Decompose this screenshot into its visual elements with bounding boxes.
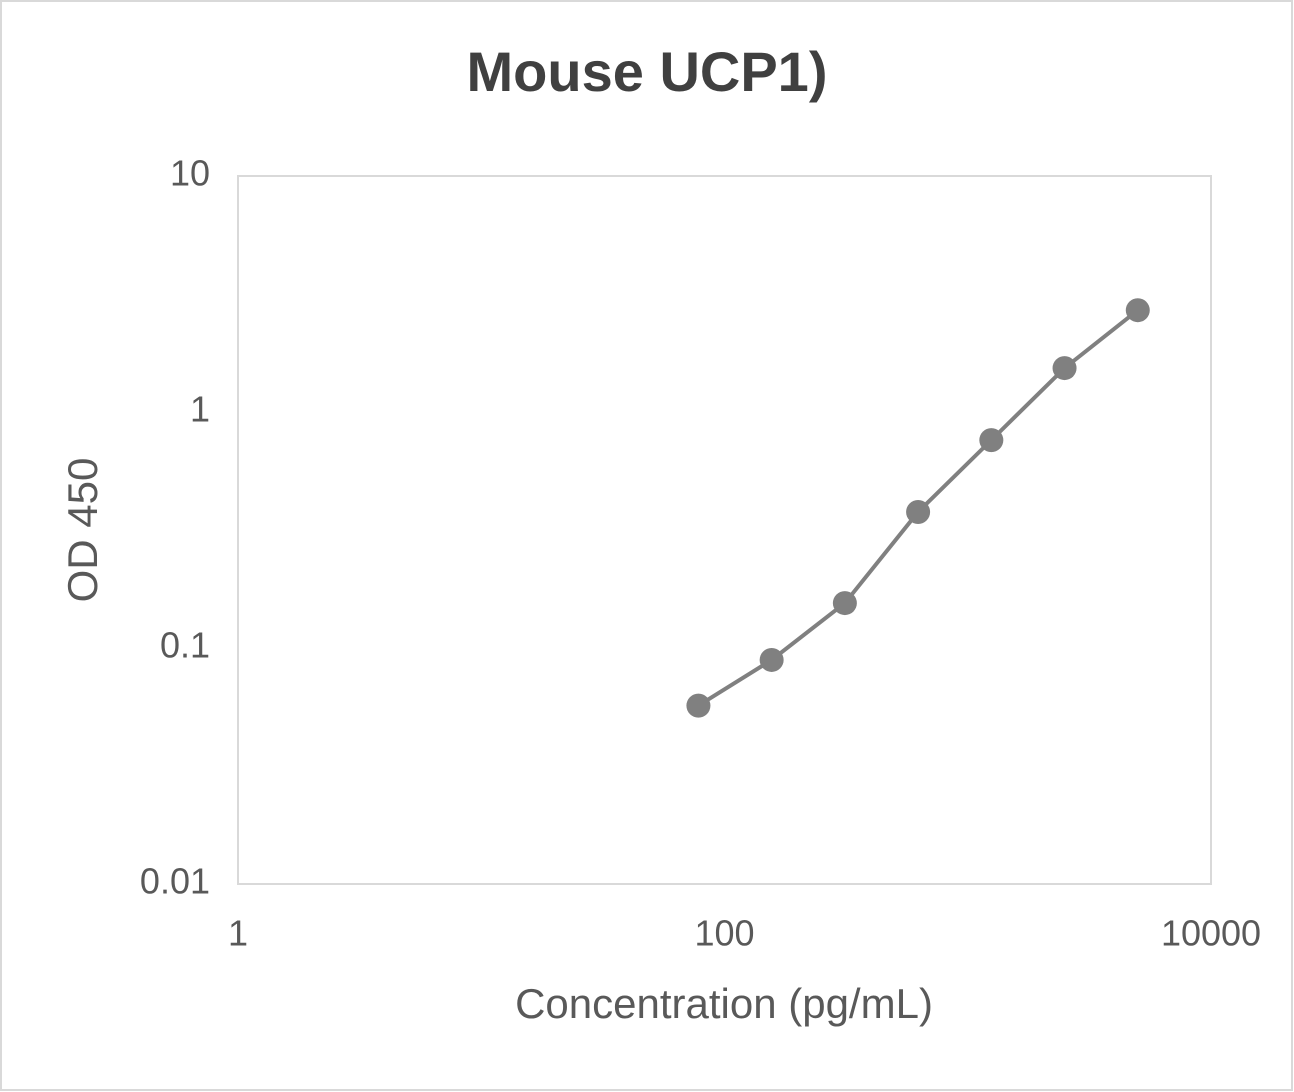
chart-title: Mouse UCP1) <box>467 40 828 103</box>
data-point <box>1052 356 1077 381</box>
x-tick-label: 100 <box>694 913 754 954</box>
data-point <box>906 499 931 524</box>
x-axis-title: Concentration (pg/mL) <box>515 980 933 1027</box>
y-axis-title: OD 450 <box>59 458 106 603</box>
y-tick-label: 0.1 <box>160 625 210 666</box>
plot-area <box>237 175 1212 885</box>
y-tick-label: 0.01 <box>140 861 210 902</box>
data-point <box>832 591 857 616</box>
x-tick-label: 10000 <box>1161 913 1261 954</box>
data-point <box>1125 298 1150 323</box>
data-point <box>686 693 711 718</box>
data-point <box>759 647 784 672</box>
y-tick-label: 10 <box>170 153 210 194</box>
data-point <box>979 428 1004 453</box>
y-tick-label: 1 <box>190 389 210 430</box>
x-tick-label: 1 <box>228 913 248 954</box>
